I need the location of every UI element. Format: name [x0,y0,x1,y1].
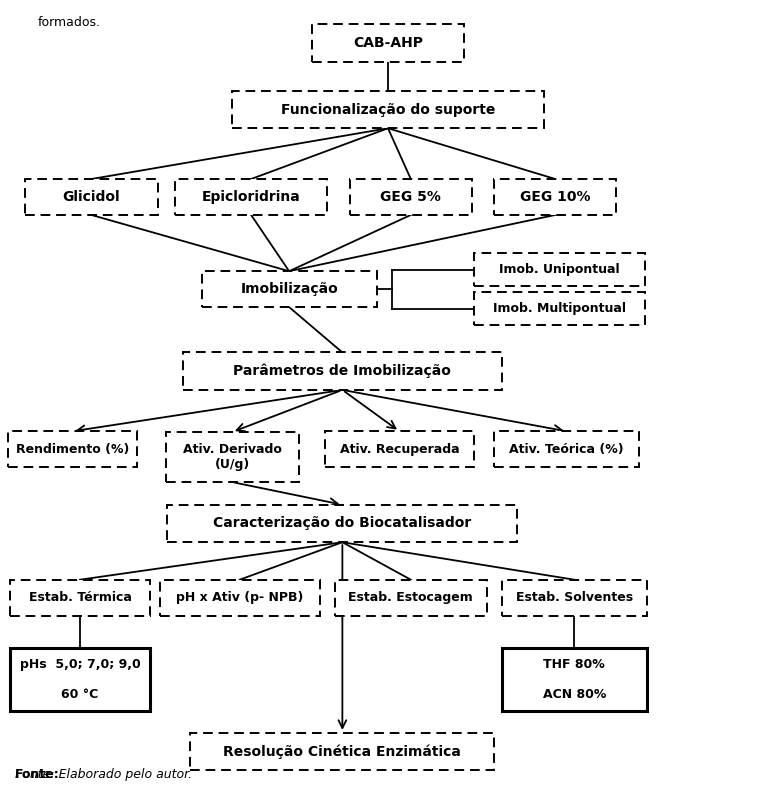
Text: Parâmetros de Imobilização: Parâmetros de Imobilização [234,364,452,379]
Text: Ativ. Derivado
(U/g): Ativ. Derivado (U/g) [182,443,282,471]
Text: Rendimento (%): Rendimento (%) [16,443,129,456]
FancyBboxPatch shape [160,579,320,615]
FancyBboxPatch shape [168,505,518,542]
FancyBboxPatch shape [325,431,473,467]
FancyBboxPatch shape [312,25,464,62]
FancyBboxPatch shape [202,271,376,307]
Text: Estab. Solventes: Estab. Solventes [516,591,633,604]
FancyBboxPatch shape [25,179,158,215]
FancyBboxPatch shape [350,179,472,215]
FancyBboxPatch shape [165,432,299,482]
FancyBboxPatch shape [473,253,645,286]
FancyBboxPatch shape [9,649,151,711]
Text: Epicloridrina: Epicloridrina [202,190,300,204]
Text: formados.: formados. [38,16,101,29]
Text: Ativ. Recuperada: Ativ. Recuperada [340,443,459,456]
FancyBboxPatch shape [334,579,487,615]
Text: CAB-AHP: CAB-AHP [353,36,423,50]
Text: Ativ. Teórica (%): Ativ. Teórica (%) [509,443,624,456]
Text: GEG 10%: GEG 10% [520,190,591,204]
Text: GEG 5%: GEG 5% [380,190,442,204]
Text: pHs  5,0; 7,0; 9,0

60 °C: pHs 5,0; 7,0; 9,0 60 °C [19,658,140,701]
Text: Resolução Cinética Enzimática: Resolução Cinética Enzimática [223,744,461,759]
Text: Caracterização do Biocatalisador: Caracterização do Biocatalisador [213,516,472,531]
Text: Imob. Unipontual: Imob. Unipontual [499,263,619,276]
Text: Funcionalização do suporte: Funcionalização do suporte [281,103,495,116]
FancyBboxPatch shape [473,292,645,325]
FancyBboxPatch shape [232,91,544,128]
FancyBboxPatch shape [175,179,327,215]
FancyBboxPatch shape [494,431,639,467]
FancyBboxPatch shape [182,352,502,390]
FancyBboxPatch shape [190,732,494,770]
Text: Glicidol: Glicidol [63,190,120,204]
FancyBboxPatch shape [494,179,616,215]
FancyBboxPatch shape [9,579,151,615]
Text: Estab. Estocagem: Estab. Estocagem [348,591,473,604]
FancyBboxPatch shape [502,579,646,615]
Text: THF 80%

ACN 80%: THF 80% ACN 80% [542,658,606,701]
Text: Imob. Multipontual: Imob. Multipontual [493,302,625,315]
Text: Fonte: Elaborado pelo autor.: Fonte: Elaborado pelo autor. [16,768,192,781]
Text: pH x Ativ (p- NPB): pH x Ativ (p- NPB) [176,591,303,604]
Text: Estab. Térmica: Estab. Térmica [29,591,131,604]
Text: Imobilização: Imobilização [241,282,338,296]
Text: Fonte:: Fonte: [16,768,60,781]
FancyBboxPatch shape [8,431,137,467]
FancyBboxPatch shape [502,649,646,711]
